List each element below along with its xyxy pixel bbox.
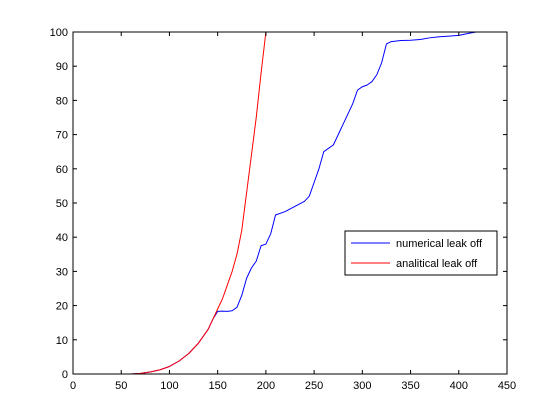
y-tick-label: 40 (56, 232, 68, 244)
legend-label-analitical: analitical leak off (396, 258, 478, 270)
x-tick-label: 250 (305, 380, 323, 392)
y-tick-label: 0 (62, 369, 68, 381)
x-tick-label: 200 (257, 380, 275, 392)
x-tick-label: 300 (353, 380, 371, 392)
y-tick-label: 100 (50, 27, 68, 39)
x-tick-label: 150 (208, 380, 226, 392)
x-tick-label: 50 (115, 380, 127, 392)
y-tick-label: 90 (56, 61, 68, 73)
y-tick-label: 80 (56, 95, 68, 107)
y-tick-label: 10 (56, 335, 68, 347)
x-tick-label: 450 (498, 380, 516, 392)
series-layer (73, 31, 477, 375)
legend-label-numerical: numerical leak off (396, 238, 483, 250)
legend-box (344, 230, 498, 276)
y-tick-label: 20 (56, 301, 68, 313)
x-tick-label: 0 (70, 380, 76, 392)
tick-layer: 0 50 100 150 200 250 300 350 400 450 0 10 20 30 40 50 60… (50, 27, 517, 392)
series-line-analitical (73, 31, 267, 375)
x-tick-label: 400 (450, 380, 468, 392)
y-tick-label: 30 (56, 266, 68, 278)
plot-area (73, 32, 507, 374)
x-tick-label: 100 (160, 380, 178, 392)
x-tick-label: 350 (401, 380, 419, 392)
y-tick-label: 50 (56, 198, 68, 210)
y-tick-label: 60 (56, 164, 68, 176)
y-tick-label: 70 (56, 130, 68, 142)
legend: numerical leak off analitical leak off (344, 230, 498, 276)
